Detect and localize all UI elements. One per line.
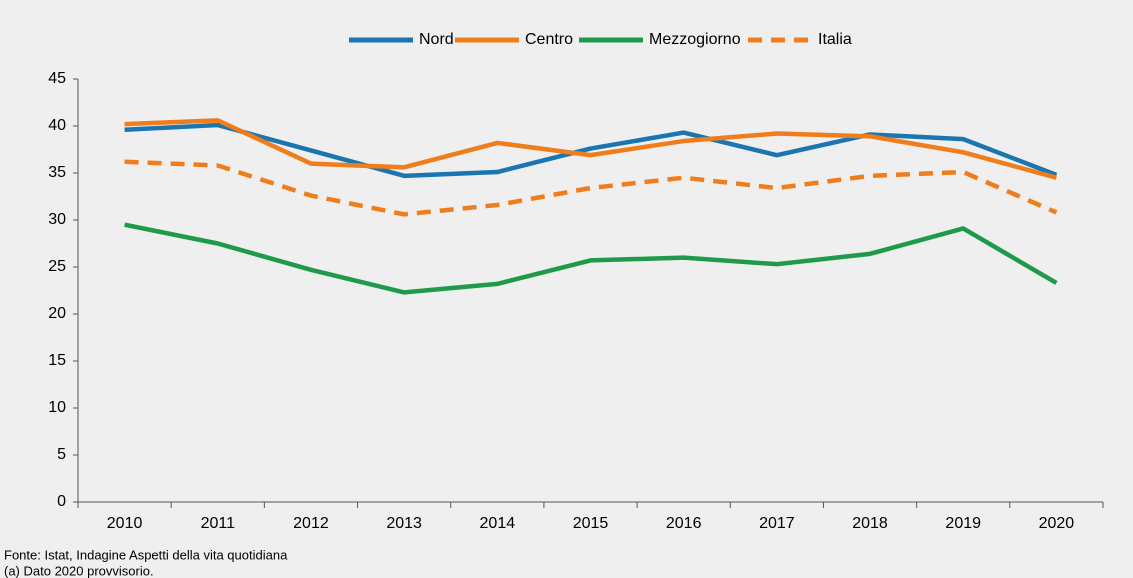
series-line [124, 122, 1058, 179]
footnote: (a) Dato 2020 provvisorio. [4, 563, 154, 578]
y-tick-label: 25 [48, 258, 66, 275]
series-line [124, 159, 1058, 217]
y-tick-label: 15 [48, 352, 66, 369]
legend-label: Nord [419, 31, 454, 48]
y-tick-label: 35 [48, 164, 66, 181]
legend-label: Centro [525, 31, 573, 48]
x-tick-label: 2013 [386, 515, 422, 532]
legend-label: Mezzogiorno [649, 31, 741, 48]
series-line [124, 222, 1058, 295]
y-tick-label: 20 [48, 305, 66, 322]
x-tick-label: 2019 [945, 515, 981, 532]
x-tick-label: 2020 [1039, 515, 1075, 532]
y-tick-label: 5 [57, 446, 66, 463]
series-line [124, 118, 1058, 180]
x-tick-label: 2018 [852, 515, 888, 532]
x-tick-label: 2010 [107, 515, 143, 532]
x-tick-label: 2015 [573, 515, 609, 532]
x-tick-label: 2011 [201, 515, 236, 532]
x-tick-label: 2012 [293, 515, 329, 532]
y-tick-label: 10 [48, 399, 66, 416]
y-tick-label: 45 [48, 70, 66, 87]
x-tick-label: 2017 [759, 515, 795, 532]
source-note: Fonte: Istat, Indagine Aspetti della vit… [4, 547, 288, 562]
y-tick-label: 40 [48, 117, 66, 134]
y-tick-label: 0 [57, 493, 66, 510]
y-tick-label: 30 [48, 211, 66, 228]
legend-label: Italia [818, 31, 852, 48]
x-tick-label: 2016 [666, 515, 702, 532]
x-tick-label: 2014 [480, 515, 516, 532]
